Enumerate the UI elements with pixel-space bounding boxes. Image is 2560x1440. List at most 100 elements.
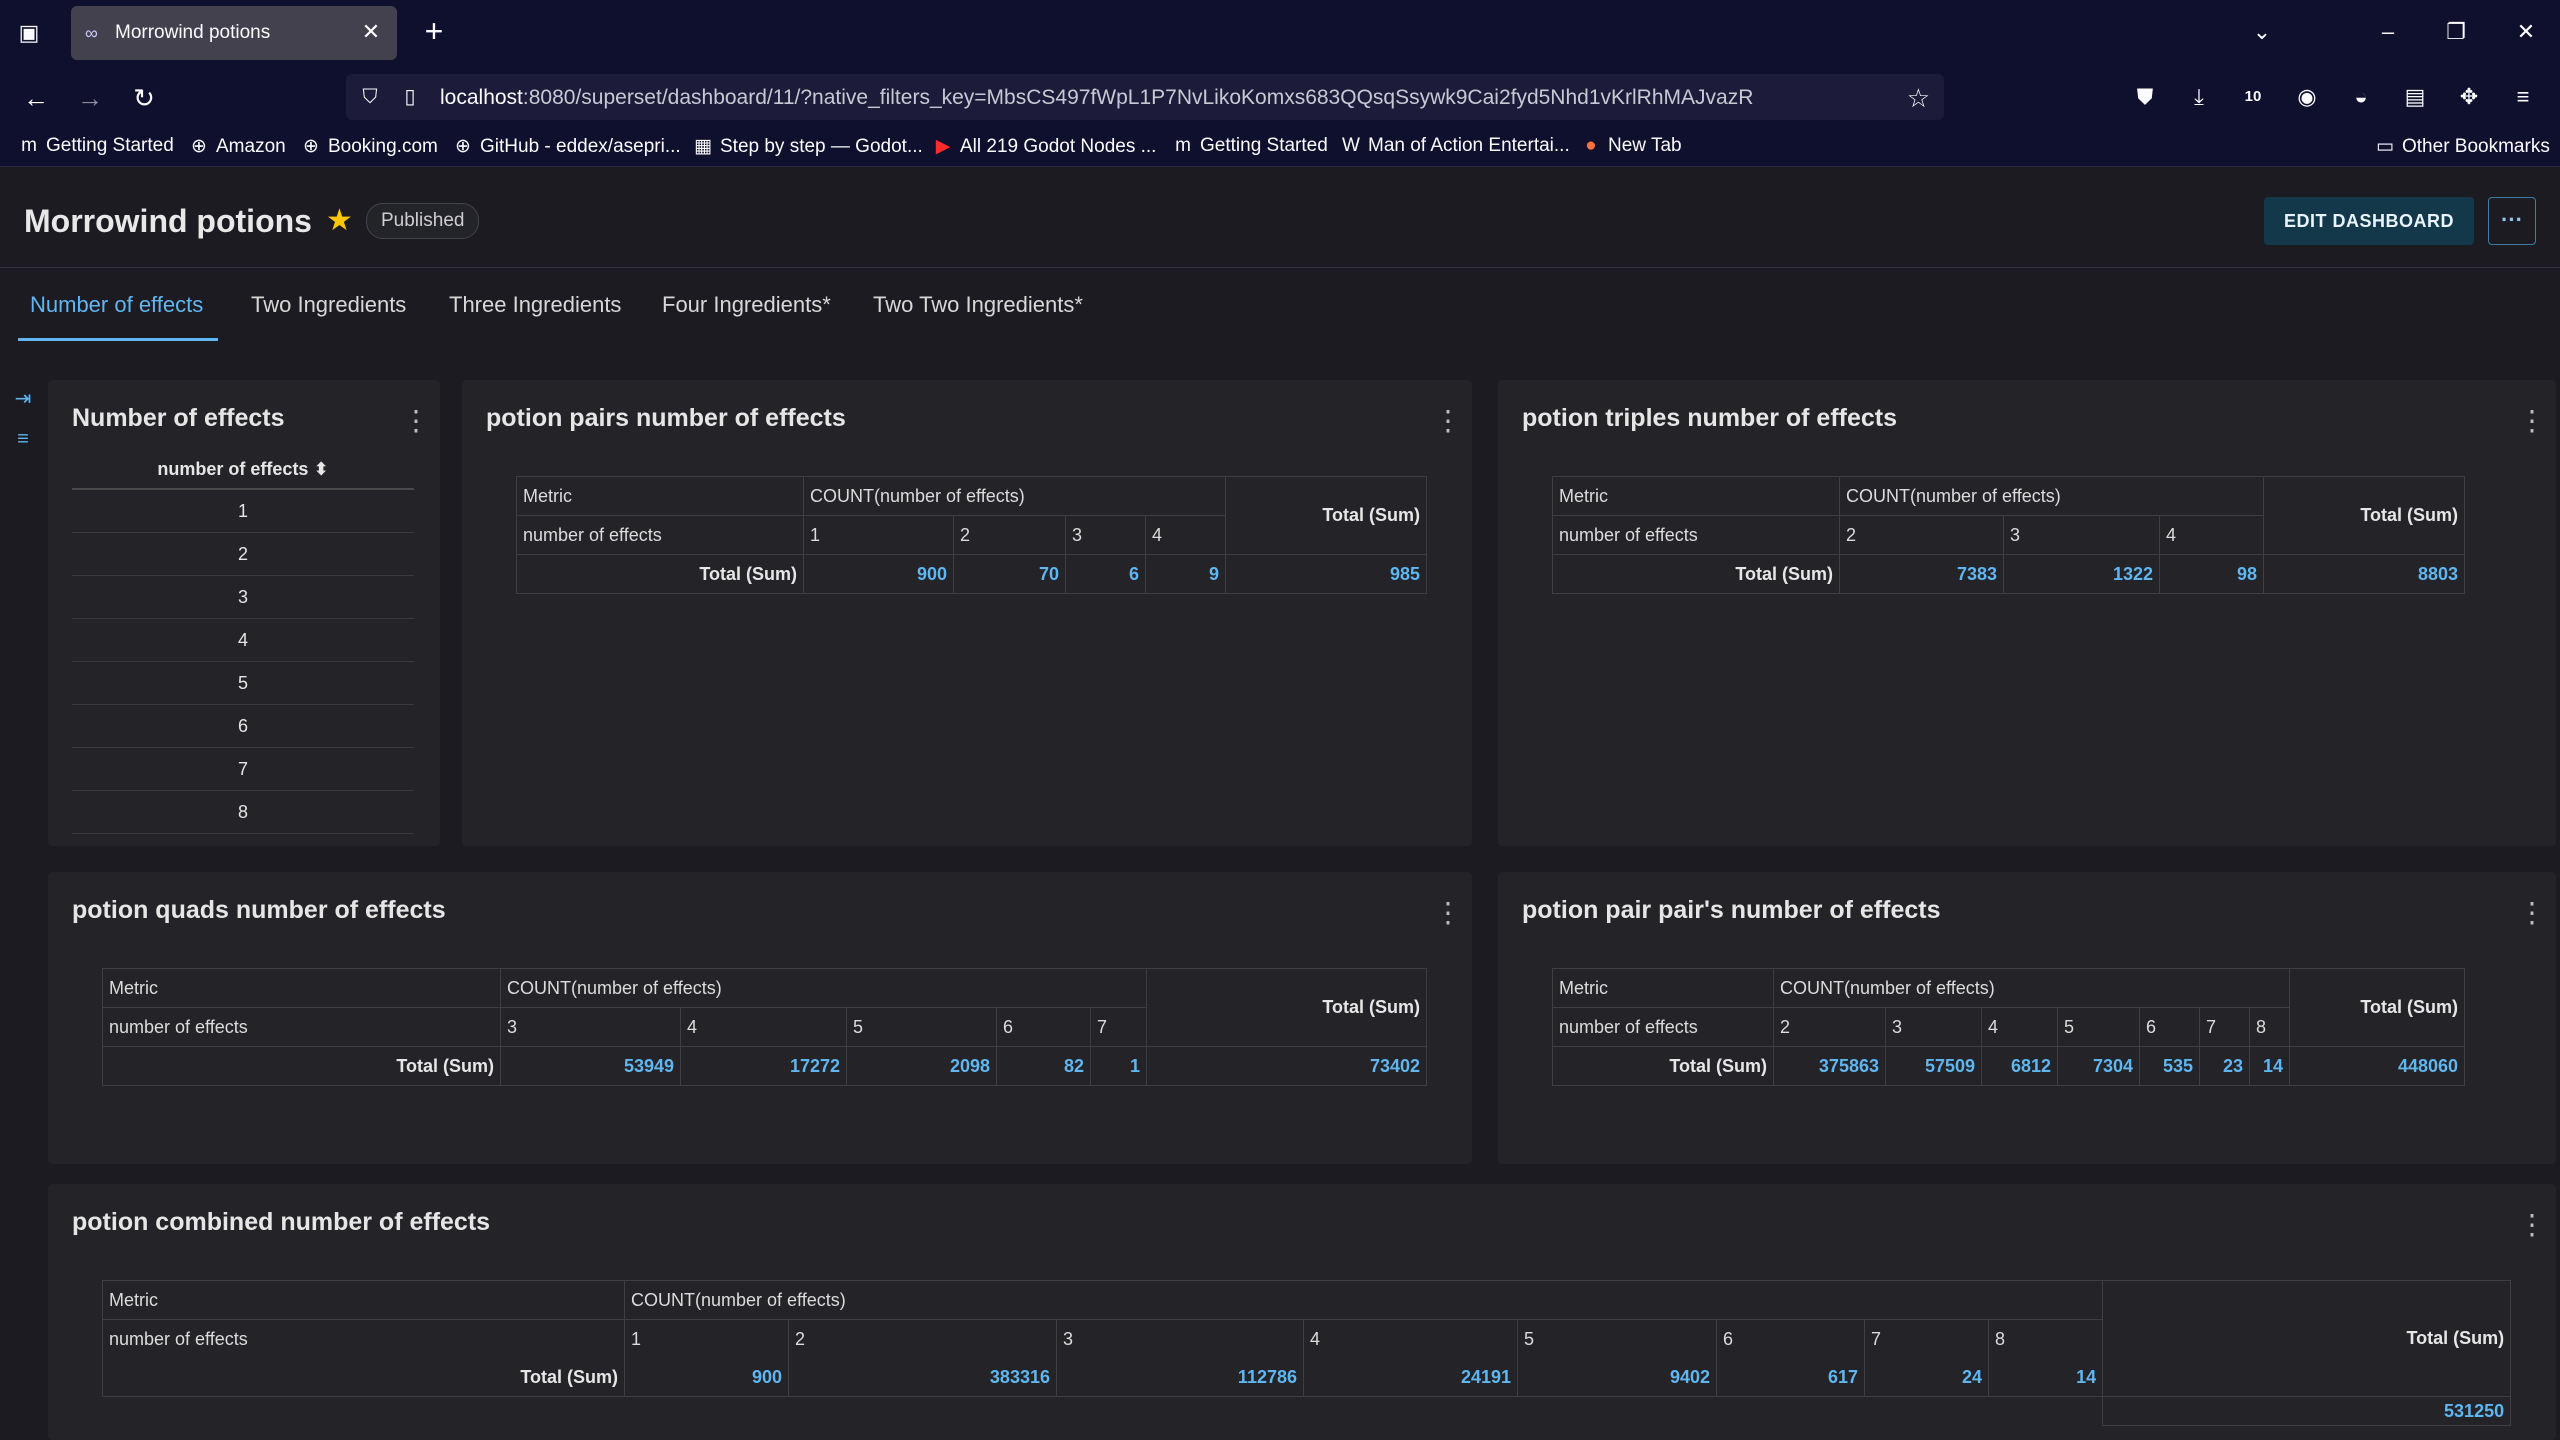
grand-total-cell: 985 — [1225, 554, 1428, 594]
value-cell: 535 — [2139, 1046, 2200, 1086]
chart-menu-icon[interactable]: ⋮ — [1434, 405, 1462, 436]
value-cell: 53949 — [500, 1046, 681, 1086]
value-cell: 23 — [2199, 1046, 2250, 1086]
column-header: 5 — [846, 1007, 997, 1047]
bookmark-item[interactable]: ▶ All 219 Godot Nodes ... — [932, 135, 1157, 158]
chart-menu-icon[interactable]: ⋮ — [2518, 1209, 2546, 1240]
browser-tabstrip: ▣ ∞ Morrowind potions ✕ + ⌄ – ❐ ✕ — [0, 0, 2560, 66]
column-header: 1 — [803, 515, 954, 555]
pocket-icon[interactable]: ⛊ — [2136, 84, 2154, 109]
column-header: 4 — [680, 1007, 847, 1047]
bookmark-item[interactable]: ▦ Step by step — Godot... — [692, 135, 923, 158]
bookmark-item[interactable]: ● New Tab — [1580, 135, 1681, 157]
table-cell: 7 — [72, 747, 414, 791]
close-tab-icon[interactable]: ✕ — [361, 19, 381, 44]
menu-hamburger-icon[interactable]: ≡ — [2516, 84, 2530, 109]
table-row: 7 — [72, 747, 414, 791]
value-cell: 14 — [1987, 1358, 2104, 1397]
chart-number-of-effects: Number of effects ⋮ number of effects ⬍ … — [48, 380, 440, 846]
sort-icon[interactable]: ⬍ — [313, 458, 329, 479]
list-all-tabs-chevron-icon[interactable]: ⌄ — [2252, 19, 2272, 44]
chart-menu-icon[interactable]: ⋮ — [2518, 897, 2546, 928]
value-cell: 7383 — [1839, 554, 2004, 594]
total-row-label: Total (Sum) — [1552, 1046, 1774, 1086]
value-cell: 17272 — [680, 1046, 847, 1086]
extension-badge-icon[interactable]: 10 — [2244, 88, 2262, 105]
pivot-table-quads: Metric COUNT(number of effects) Total (S… — [102, 968, 1427, 1086]
tab-three-ingredients[interactable]: Three Ingredients — [449, 292, 622, 317]
chart-menu-icon[interactable]: ⋮ — [2518, 405, 2546, 436]
value-cell: 900 — [624, 1358, 789, 1397]
chart-menu-icon[interactable]: ⋮ — [402, 405, 430, 436]
column-header: 4 — [1144, 515, 1227, 555]
shield-icon[interactable]: ⛉ — [362, 86, 378, 108]
column-header: 2 — [788, 1319, 1057, 1358]
globe-icon: ⊕ — [455, 136, 471, 157]
bookmark-item[interactable]: m Getting Started — [1172, 135, 1328, 157]
browser-tab-active[interactable]: ∞ Morrowind potions ✕ — [71, 6, 397, 60]
row-label: number of effects — [1552, 1007, 1774, 1047]
table-row: 4 — [72, 618, 414, 662]
m-logo-icon: m — [1175, 135, 1191, 156]
extension-mask-icon[interactable]: ◒ — [2354, 84, 2368, 109]
back-icon[interactable]: ← — [23, 83, 49, 113]
extensions-puzzle-icon[interactable]: ✥ — [2459, 84, 2479, 109]
bookmark-item[interactable]: m Getting Started — [18, 135, 174, 157]
table-cell: 8 — [72, 790, 414, 834]
total-header: Total (Sum) — [2102, 1280, 2512, 1397]
restore-window-icon[interactable]: ❐ — [2446, 19, 2466, 44]
grand-total-cell: 8803 — [2263, 554, 2466, 594]
forward-icon[interactable]: → — [77, 83, 103, 113]
close-window-icon[interactable]: ✕ — [2516, 19, 2536, 44]
tab-number-of-effects[interactable]: Number of effects — [30, 292, 204, 317]
value-cell: 70 — [953, 554, 1066, 594]
value-cell: 6812 — [1981, 1046, 2058, 1086]
bookmark-item[interactable]: ⊕ Amazon — [188, 135, 286, 158]
tab-list-icon[interactable]: ▣ — [18, 20, 40, 45]
globe-icon: ⊕ — [303, 136, 319, 157]
bookmark-item[interactable]: ⊕ Booking.com — [300, 135, 438, 158]
youtube-icon: ▶ — [935, 136, 951, 157]
address-bar[interactable]: ⛉ ▯ localhost:8080/superset/dashboard/11… — [346, 74, 1944, 120]
bookmark-star-icon[interactable]: ☆ — [1906, 83, 1930, 113]
value-cell: 24191 — [1303, 1358, 1518, 1397]
dashboard-header: Morrowind potions ★ Published EDIT DASHB… — [0, 167, 2560, 268]
tab-two-two-ingredients[interactable]: Two Two Ingredients* — [873, 292, 1083, 317]
table-row: 3 — [72, 575, 414, 619]
status-badge[interactable]: Published — [366, 203, 480, 239]
other-bookmarks[interactable]: ▭ Other Bookmarks — [2374, 135, 2550, 158]
reader-icon[interactable]: ▤ — [2404, 84, 2426, 109]
tab-four-ingredients[interactable]: Four Ingredients* — [662, 292, 831, 317]
expand-filters-icon[interactable]: ⇥ — [14, 388, 32, 410]
tab-two-ingredients[interactable]: Two Ingredients — [251, 292, 407, 317]
value-cell: 57509 — [1885, 1046, 1982, 1086]
bookmark-item[interactable]: ⊕ GitHub - eddex/asepri... — [452, 135, 681, 158]
downloads-icon[interactable]: ⤓ — [2194, 84, 2204, 109]
metric-label: Metric — [1552, 476, 1840, 516]
filter-icon[interactable]: ≡ — [17, 428, 29, 450]
reload-icon[interactable]: ↻ — [133, 83, 155, 113]
row-label: number of effects — [102, 1007, 501, 1047]
page-info-icon[interactable]: ▯ — [404, 86, 416, 108]
pivot-table-pairs: Metric COUNT(number of effects) Total (S… — [516, 476, 1428, 594]
column-header: 3 — [500, 1007, 681, 1047]
edit-dashboard-button[interactable]: EDIT DASHBOARD — [2264, 197, 2474, 245]
chart-menu-icon[interactable]: ⋮ — [1434, 897, 1462, 928]
metric-label: Metric — [102, 968, 501, 1008]
url-text[interactable]: localhost:8080/superset/dashboard/11/?na… — [440, 86, 1753, 110]
minimize-window-icon[interactable]: – — [2381, 19, 2395, 44]
column-header: 5 — [2057, 1007, 2140, 1047]
bookmark-item[interactable]: W Man of Action Entertai... — [1340, 135, 1570, 157]
chart-title: potion pairs number of effects — [486, 404, 846, 432]
count-metric-label: COUNT(number of effects) — [1838, 476, 2265, 516]
column-header[interactable]: number of effects ⬍ — [72, 450, 414, 490]
favorite-star-icon[interactable]: ★ — [326, 204, 353, 237]
more-options-button[interactable]: ··· — [2488, 197, 2536, 245]
row-label: number of effects — [102, 1319, 625, 1358]
total-header: Total (Sum) — [1146, 968, 1427, 1047]
new-tab-button[interactable]: + — [424, 13, 444, 49]
dashboard-title[interactable]: Morrowind potions — [24, 203, 312, 239]
total-row-label: Total (Sum) — [516, 554, 804, 594]
value-cell: 900 — [803, 554, 954, 594]
extension-c-icon[interactable]: ◉ — [2297, 84, 2317, 109]
